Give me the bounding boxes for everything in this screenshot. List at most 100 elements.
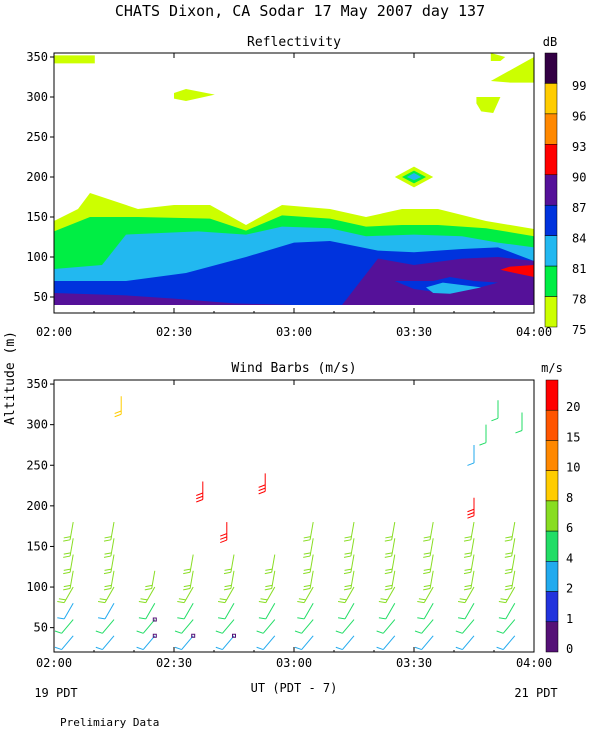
reflectivity-patch [490,53,506,61]
calm-marker [232,633,236,638]
wind-colorbar-label: 8 [566,491,573,505]
reflectivity-patch [490,57,534,83]
y-tick-label: 300 [26,418,48,432]
wind-colorbar-swatch [545,409,559,441]
colorbar-label: 78 [572,292,586,306]
x-tick-label: 03:00 [276,325,312,339]
wind-colorbar-label: 0 [566,642,573,656]
wind-barb [183,554,194,575]
wind-barb [463,554,475,575]
colorbar-label: 96 [572,110,586,124]
wind-barb [423,554,434,575]
wind-barb [54,635,74,651]
wind-colorbar-label: 2 [566,582,573,596]
calm-marker [152,633,157,638]
wind-barb [95,635,115,651]
wind-colorbar-unit: m/s [541,361,563,375]
wind-barb [467,444,475,466]
wind-barb [63,554,74,575]
wind-barb [223,554,235,575]
colorbar-swatch-93 [544,113,558,145]
figure-title: CHATS Dixon, CA Sodar 17 May 2007 day 13… [115,2,485,20]
wind-colorbar-label: 15 [566,430,580,444]
wind-barb [491,400,499,422]
wind-barb [467,497,475,519]
wind-barb [297,586,314,604]
wind-barb [103,538,115,558]
wind-barb [384,538,396,558]
wind-barb [423,522,434,542]
reflectivity-patch [500,265,534,277]
wind-barb [417,603,434,620]
wind-barb [414,635,434,651]
wind-barb [215,635,235,651]
x-tick-label: 02:00 [36,325,72,339]
wind-barb [95,619,115,634]
reflectivity-patch [54,55,95,64]
wind-barb [258,603,276,620]
wind-barb [177,586,194,604]
wind-barb [114,396,122,418]
wind-colorbar-swatch [545,530,559,562]
wind-barb [498,586,516,604]
y-tick-label: 250 [26,130,48,144]
wind-colorbar-swatch [545,500,559,532]
wind-barb [98,603,115,620]
wind-colorbar-label: 10 [566,461,580,475]
wind-barb [303,538,314,558]
x-tick-label: 03:00 [276,656,312,670]
wind-barb [136,635,156,651]
y-tick-label: 250 [26,458,48,472]
wind-barb [223,570,235,591]
colorbar-swatch-78 [544,265,558,297]
wind-barb [136,619,156,634]
wind-barb [498,603,516,620]
wind-barb [215,619,235,634]
wind-barb [174,635,194,651]
wind-barb [463,570,475,591]
wind-barb [417,586,434,604]
wind-barb [63,570,74,591]
wind-barb [138,603,156,620]
wind-barb [294,635,314,651]
wind-barb [103,570,115,591]
colorbar-swatch-75 [544,296,558,328]
wind-barb [343,570,355,591]
wind-barb [384,522,396,542]
y-tick-label: 150 [26,210,48,224]
wind-barb [376,635,396,651]
y-tick-label: 50 [34,290,48,304]
reflectivity-band-87 [54,257,534,305]
wind-barbs-title: Wind Barbs (m/s) [231,361,356,376]
wind-barb [414,619,434,634]
calm-marker [191,633,196,638]
colorbar-label: 75 [572,323,586,337]
y-tick-label: 50 [34,621,48,635]
wind-barb [504,570,516,591]
wind-barb [463,538,475,558]
wind-barb [264,570,276,591]
wind-colorbar-swatch [545,440,559,471]
wind-barb [54,619,74,634]
wind-barb [463,522,475,542]
reflectivity-patch [174,89,215,101]
wind-colorbar-swatch [545,561,559,592]
reflectivity-patch [426,282,482,294]
end-time-label: 21 PDT [514,686,557,700]
wind-barb [264,554,276,575]
colorbar-swatch-84 [544,204,558,236]
wind-barb [258,586,276,604]
wind-barb [218,586,235,604]
wind-barb [220,522,228,544]
reflectivity-patch [406,173,422,181]
x-tick-label: 04:00 [516,656,552,670]
y-tick-label: 350 [26,377,48,391]
wind-barb [174,619,194,634]
colorbar-swatch-96 [544,83,558,115]
wind-barb [335,619,355,634]
wind-barb [196,481,204,503]
wind-barb [256,635,276,651]
reflectivity-colorbar-unit: dB [543,35,557,49]
wind-colorbar-swatch [545,591,559,623]
wind-barb [258,473,266,495]
